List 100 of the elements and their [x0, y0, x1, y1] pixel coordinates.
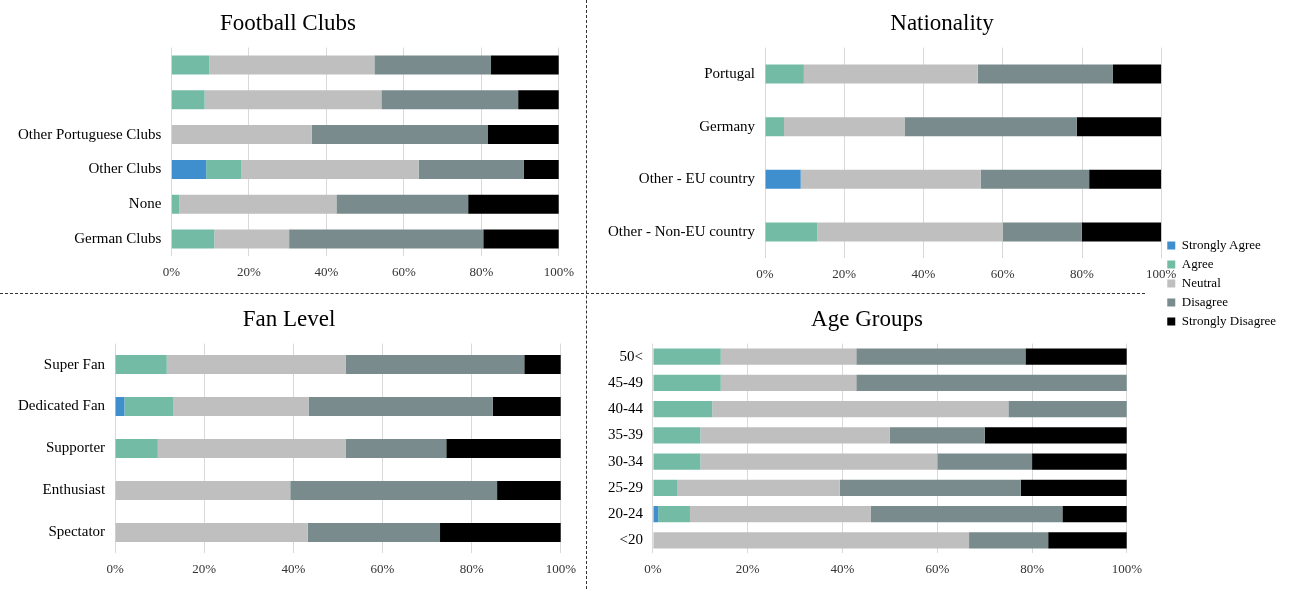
y-tick-label: None	[128, 195, 162, 212]
x-tick-label: 40%	[830, 560, 855, 576]
bar	[115, 397, 125, 417]
bar	[1025, 348, 1127, 365]
bar	[336, 194, 469, 214]
bar	[446, 439, 561, 458]
legend-label: Strongly Agree	[1181, 236, 1262, 252]
bar	[653, 505, 659, 523]
y-tick-label: Other - Non-EU country	[607, 222, 756, 239]
bar	[171, 159, 207, 179]
legend-label: Disagree	[1181, 293, 1229, 309]
bar	[1008, 401, 1127, 418]
bar	[171, 125, 312, 145]
bar	[1089, 169, 1162, 189]
bar	[307, 522, 441, 542]
bar	[171, 229, 215, 249]
bar	[720, 348, 857, 365]
y-tick-label: Other Clubs	[88, 160, 162, 177]
bar	[440, 522, 561, 542]
bar	[204, 90, 382, 110]
x-tick-label: 100%	[543, 263, 575, 279]
chart-title: Nationality	[890, 9, 995, 35]
bar	[653, 374, 721, 392]
bar	[765, 222, 818, 242]
bar	[468, 194, 559, 214]
bar	[171, 90, 205, 110]
x-tick-label: 100%	[545, 560, 577, 576]
x-tick-label: 80%	[1020, 560, 1045, 576]
bar	[839, 479, 1021, 496]
y-tick-label: German Clubs	[74, 229, 162, 246]
x-tick-label: 40%	[911, 265, 936, 281]
bar	[870, 505, 1063, 523]
y-tick-label: Other - EU country	[638, 170, 756, 187]
y-tick-label: 20-24	[608, 505, 644, 521]
bar	[179, 194, 337, 214]
x-tick-label: 40%	[281, 560, 306, 576]
y-tick-label: Enthusiast	[42, 481, 106, 498]
bar	[765, 117, 785, 137]
bar	[977, 64, 1113, 84]
bar	[904, 117, 1077, 137]
x-tick-label: 60%	[925, 560, 950, 576]
bar	[984, 427, 1127, 444]
bar	[653, 532, 970, 549]
x-tick-label: 20%	[735, 560, 760, 576]
bar	[1081, 222, 1162, 242]
x-tick-label: 60%	[391, 263, 416, 279]
x-tick-label: 0%	[162, 263, 181, 279]
x-tick-label: 0%	[644, 560, 662, 576]
x-tick-label: 80%	[459, 560, 484, 576]
bar	[209, 55, 375, 75]
y-tick-label: Supporter	[45, 439, 106, 456]
bar	[418, 159, 524, 179]
bar	[1112, 64, 1162, 84]
bar	[765, 64, 804, 84]
bar	[937, 453, 1033, 470]
x-tick-label: 0%	[106, 560, 124, 576]
bar	[171, 55, 210, 75]
x-tick-label: 80%	[469, 263, 494, 279]
bar	[483, 229, 559, 249]
y-tick-label: 40-44	[608, 400, 644, 417]
x-tick-label: 80%	[1070, 265, 1095, 281]
x-tick-label: 60%	[990, 265, 1015, 281]
bar	[523, 159, 559, 179]
x-tick-label: 20%	[236, 263, 261, 279]
legend-label: Agree	[1181, 255, 1214, 271]
bar	[653, 401, 713, 418]
x-tick-label: 20%	[192, 560, 217, 576]
bar	[677, 479, 840, 496]
y-tick-label: Germany	[699, 117, 756, 134]
legend-label: Strongly Disagree	[1181, 312, 1277, 328]
bar	[518, 90, 559, 110]
y-tick-label: 50<	[619, 347, 643, 364]
bar	[345, 355, 525, 375]
bar	[653, 427, 701, 444]
bar	[290, 480, 498, 500]
bar	[491, 55, 559, 75]
bar	[712, 401, 1009, 418]
bar	[969, 532, 1049, 549]
bar	[115, 439, 158, 458]
x-tick-label: 0%	[756, 265, 774, 281]
y-tick-label: 30-34	[608, 452, 644, 469]
bar	[653, 348, 721, 365]
bar	[1020, 479, 1127, 496]
bar	[1002, 222, 1082, 242]
bar	[171, 194, 180, 214]
bar	[689, 505, 871, 523]
bar	[980, 169, 1090, 189]
bar	[765, 169, 801, 189]
bar	[856, 374, 1127, 392]
bar	[653, 453, 701, 470]
y-tick-label: 35-39	[608, 426, 643, 443]
chart-title: Football Clubs	[219, 9, 357, 35]
chart-title: Age Groups	[811, 305, 923, 331]
bar	[800, 169, 981, 189]
bar	[173, 397, 309, 417]
bar	[803, 64, 978, 84]
x-tick-label: 60%	[370, 560, 395, 576]
x-tick-label: 100%	[1146, 265, 1177, 281]
bar	[856, 348, 1026, 365]
bar	[308, 397, 493, 417]
